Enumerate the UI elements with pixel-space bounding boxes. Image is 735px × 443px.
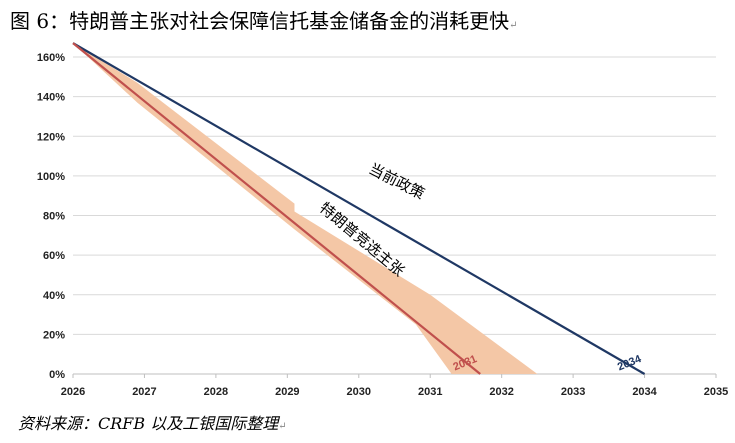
source-note: 资料来源：CRFB 以及工银国际整理↵	[18, 414, 287, 433]
x-tick-label: 2033	[561, 386, 585, 398]
y-tick-label: 80%	[43, 211, 65, 223]
x-tick-label: 2034	[632, 386, 657, 398]
current-policy-label: 当前政策	[366, 160, 428, 203]
trump-proposal-line	[72, 42, 481, 375]
gridlines	[72, 56, 717, 378]
x-tick-label: 2032	[489, 386, 513, 398]
x-tick-label: 2026	[61, 386, 85, 398]
axis-ticks: 0% 20% 40% 60% 80% 100% 120% 140% 160% 2026 2027 20…	[37, 52, 728, 398]
chart-title: 图 6：特朗普主张对社会保障信托基金储备金的消耗更快↵	[10, 9, 518, 33]
y-tick-label: 160%	[37, 52, 65, 64]
y-tick-label: 0%	[49, 369, 65, 381]
x-tick-label: 2028	[204, 386, 228, 398]
series-lines	[72, 42, 646, 375]
x-tick-label: 2031	[418, 386, 442, 398]
x-tick-label: 2027	[132, 386, 156, 398]
y-tick-label: 120%	[37, 131, 65, 143]
x-tick-label: 2030	[347, 386, 371, 398]
y-tick-label: 140%	[37, 92, 65, 104]
range-band-area	[73, 43, 538, 374]
y-tick-label: 60%	[43, 250, 65, 262]
y-tick-label: 100%	[37, 171, 65, 183]
range-band	[73, 43, 538, 374]
x-tick-label: 2035	[704, 386, 728, 398]
current-policy-line	[72, 42, 646, 375]
y-tick-label: 20%	[43, 329, 65, 341]
y-tick-label: 40%	[43, 290, 65, 302]
x-tick-label: 2029	[275, 386, 299, 398]
